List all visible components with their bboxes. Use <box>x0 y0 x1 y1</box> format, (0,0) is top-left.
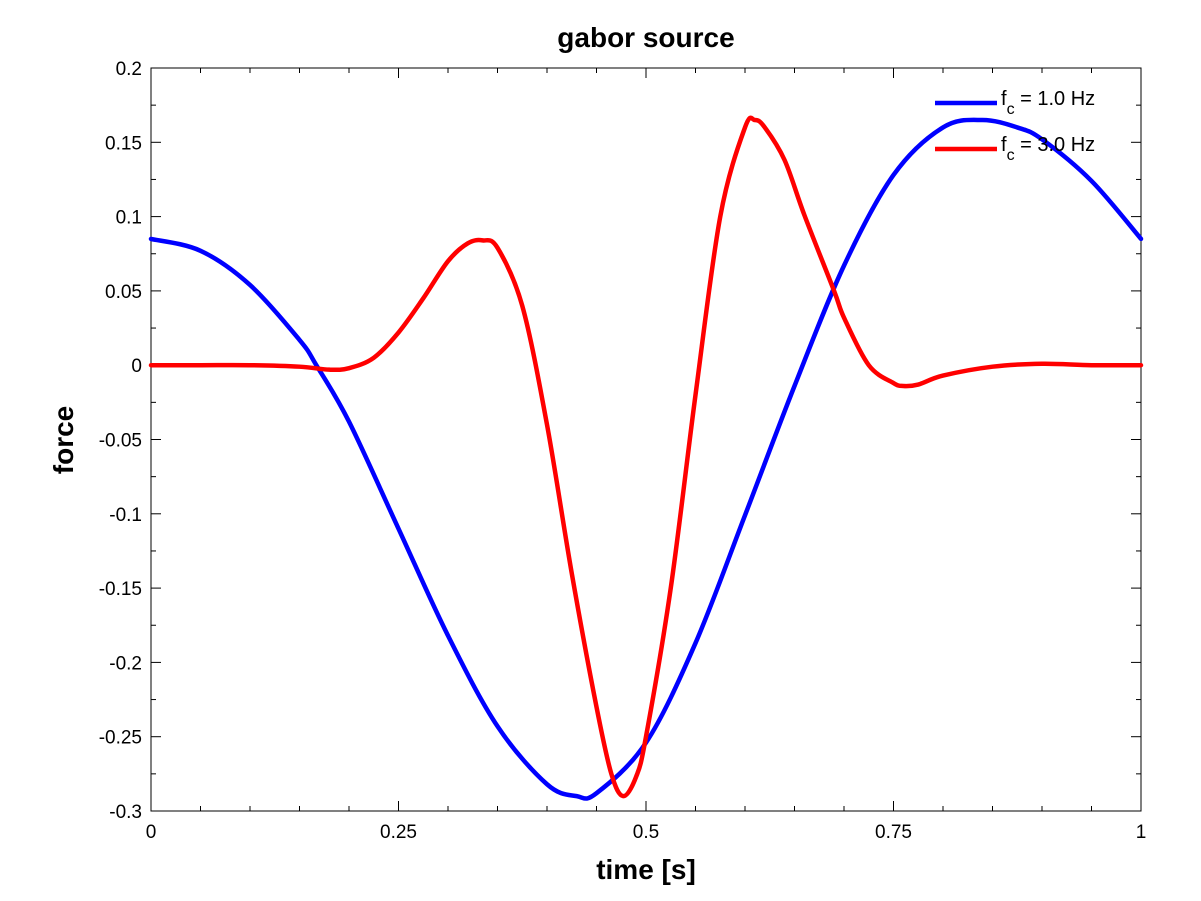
y-axis-title: force <box>48 406 79 474</box>
y-tick-label: -0.15 <box>99 579 142 600</box>
legend: fc = 1.0 Hz fc = 3.0 Hz <box>935 88 1095 164</box>
plot-area <box>150 67 1142 812</box>
series-line-fc-3hz <box>148 115 1144 799</box>
y-tick-label: -0.05 <box>99 431 142 452</box>
series-layer <box>148 115 1144 801</box>
axis-ticks <box>150 67 1142 812</box>
y-tick-label: -0.2 <box>109 653 142 674</box>
y-tick-label: 0.05 <box>105 282 142 303</box>
y-tick-label: 0.15 <box>105 133 142 154</box>
y-tick-label: 0.2 <box>116 59 142 80</box>
axis-tick-labels: 0 0.25 0.5 0.75 1 0.2 0.15 0.1 0.05 0 -0.05 -0.1 -0.… <box>99 59 1147 843</box>
y-tick-label: -0.3 <box>109 802 142 823</box>
chart-title: gabor source <box>557 22 734 53</box>
legend-entry: fc = 1.0 Hz <box>1001 88 1095 118</box>
x-tick-label: 1 <box>1136 822 1147 843</box>
y-tick-label: -0.25 <box>99 728 142 749</box>
legend-entry: fc = 3.0 Hz <box>1001 134 1095 164</box>
x-tick-label: 0 <box>146 822 157 843</box>
y-tick-label: 0.1 <box>116 208 142 229</box>
y-tick-label: 0 <box>131 356 142 377</box>
x-tick-label: 0.75 <box>875 822 912 843</box>
y-tick-label: -0.1 <box>109 505 142 526</box>
x-tick-label: 0.25 <box>380 822 417 843</box>
x-axis-title: time [s] <box>596 854 696 885</box>
x-tick-label: 0.5 <box>633 822 659 843</box>
